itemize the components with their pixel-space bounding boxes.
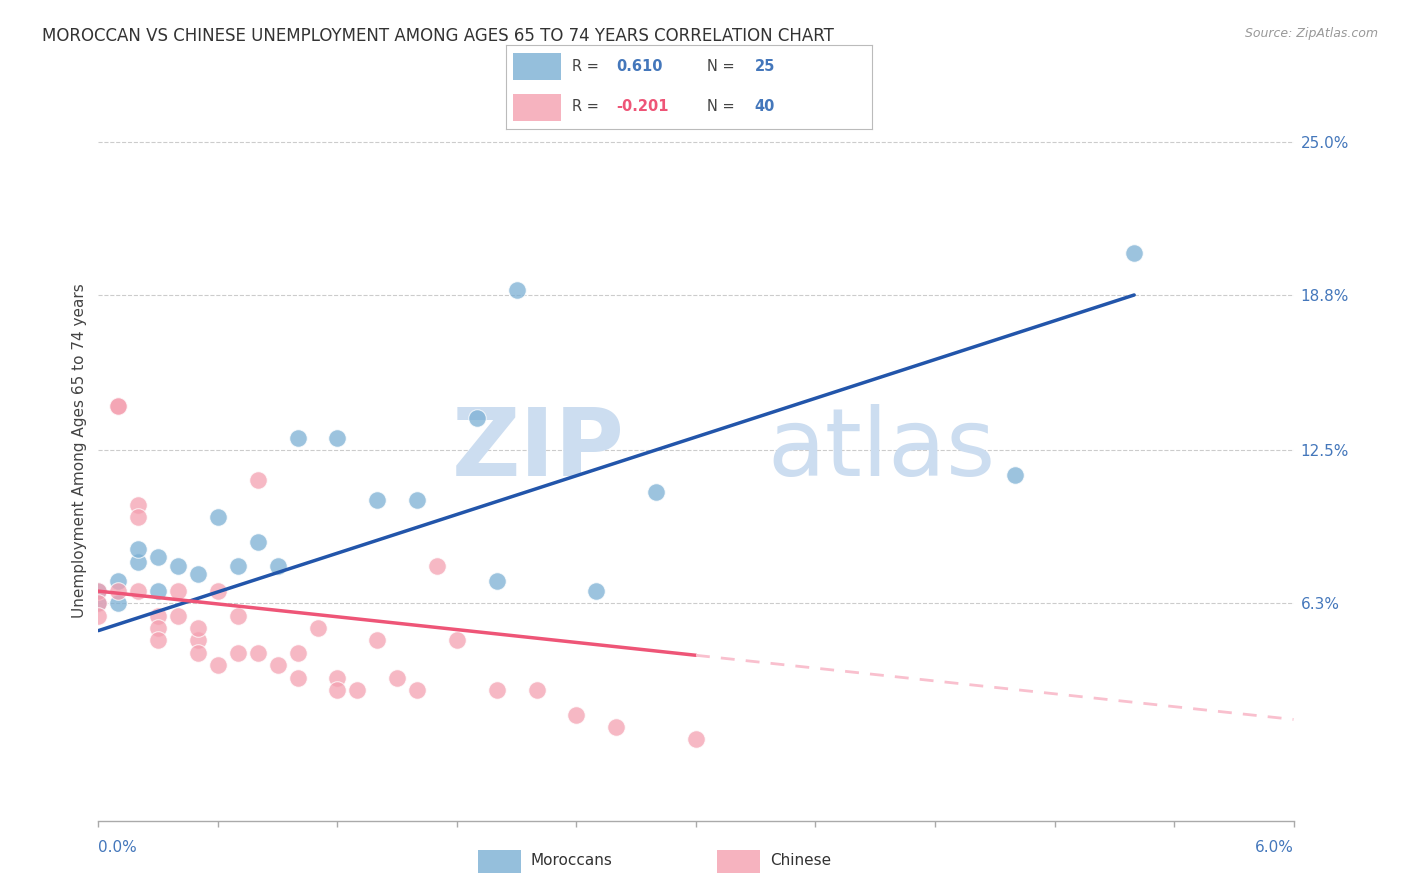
Point — [87, 597, 110, 611]
Text: N =: N = — [707, 99, 740, 114]
Point — [565, 707, 588, 722]
Point — [685, 732, 707, 747]
Point — [346, 682, 368, 697]
Point — [485, 574, 508, 589]
Text: 6.0%: 6.0% — [1254, 840, 1294, 855]
Text: N =: N = — [707, 59, 740, 74]
Point — [167, 559, 190, 574]
Point — [127, 555, 149, 569]
Point — [406, 682, 429, 697]
Point — [326, 682, 349, 697]
Point — [426, 559, 449, 574]
Point — [148, 633, 170, 648]
Point — [148, 608, 170, 623]
Point — [287, 671, 309, 685]
Text: ZIP: ZIP — [451, 404, 624, 497]
Point — [127, 498, 149, 512]
Text: atlas: atlas — [768, 404, 995, 497]
Point — [107, 597, 129, 611]
Bar — [513, 54, 561, 80]
Text: 25: 25 — [755, 59, 775, 74]
Point — [107, 584, 129, 599]
Bar — [478, 850, 522, 873]
Text: R =: R = — [572, 59, 603, 74]
Point — [187, 646, 209, 660]
Text: R =: R = — [572, 99, 603, 114]
Point — [167, 584, 190, 599]
Point — [267, 559, 290, 574]
Point — [107, 574, 129, 589]
Point — [246, 646, 269, 660]
Point — [127, 510, 149, 524]
Point — [645, 485, 668, 500]
Point — [506, 283, 529, 297]
Point — [207, 584, 229, 599]
Bar — [717, 850, 761, 873]
Point — [366, 633, 388, 648]
Point — [148, 584, 170, 599]
Point — [226, 646, 249, 660]
Point — [385, 671, 409, 685]
Text: MOROCCAN VS CHINESE UNEMPLOYMENT AMONG AGES 65 TO 74 YEARS CORRELATION CHART: MOROCCAN VS CHINESE UNEMPLOYMENT AMONG A… — [42, 27, 834, 45]
Point — [127, 584, 149, 599]
Point — [187, 621, 209, 635]
Point — [326, 671, 349, 685]
Point — [207, 510, 229, 524]
Point — [167, 608, 190, 623]
Point — [307, 621, 329, 635]
Point — [485, 682, 508, 697]
Point — [287, 431, 309, 445]
Text: 40: 40 — [755, 99, 775, 114]
Point — [87, 608, 110, 623]
Point — [526, 682, 548, 697]
Point — [246, 473, 269, 487]
Text: 0.0%: 0.0% — [98, 840, 138, 855]
Point — [187, 566, 209, 581]
Bar — [513, 94, 561, 120]
Text: Source: ZipAtlas.com: Source: ZipAtlas.com — [1244, 27, 1378, 40]
Y-axis label: Unemployment Among Ages 65 to 74 years: Unemployment Among Ages 65 to 74 years — [72, 283, 87, 618]
Point — [406, 492, 429, 507]
Point — [226, 608, 249, 623]
Point — [287, 646, 309, 660]
Point — [87, 584, 110, 599]
Point — [605, 720, 627, 734]
Point — [226, 559, 249, 574]
Point — [246, 534, 269, 549]
Point — [1123, 246, 1146, 260]
Point — [87, 597, 110, 611]
Point — [148, 621, 170, 635]
Point — [465, 411, 488, 425]
Point — [585, 584, 607, 599]
Point — [207, 658, 229, 673]
Point — [148, 549, 170, 564]
Point — [446, 633, 468, 648]
Point — [366, 492, 388, 507]
Text: Moroccans: Moroccans — [531, 854, 613, 868]
Point — [326, 431, 349, 445]
Text: Chinese: Chinese — [770, 854, 831, 868]
Point — [87, 584, 110, 599]
Point — [107, 399, 129, 413]
Point — [267, 658, 290, 673]
Point — [187, 633, 209, 648]
Point — [127, 542, 149, 557]
Text: 0.610: 0.610 — [616, 59, 662, 74]
Text: -0.201: -0.201 — [616, 99, 668, 114]
Point — [1004, 468, 1026, 483]
Point — [107, 399, 129, 413]
